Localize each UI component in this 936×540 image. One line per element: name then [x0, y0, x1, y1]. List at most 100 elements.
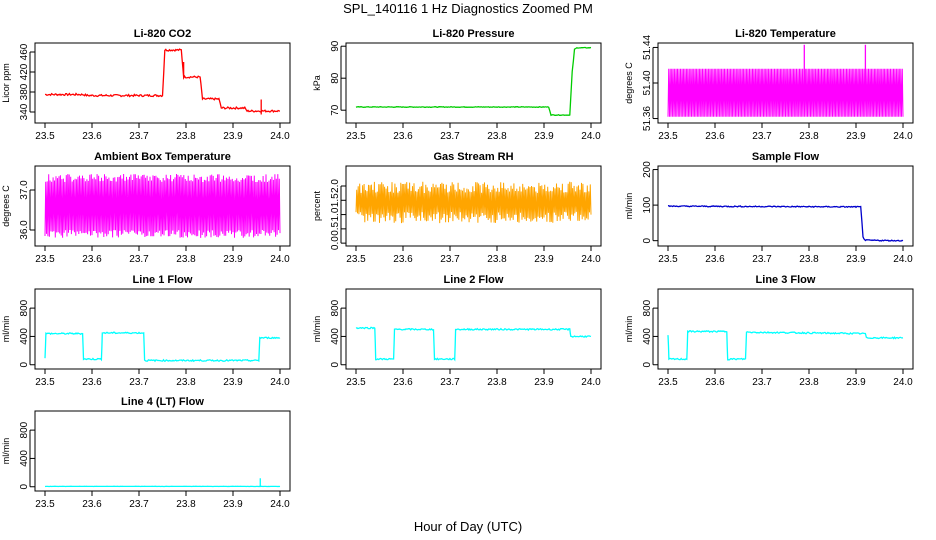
y-axis-label: ml/min	[312, 316, 322, 343]
x-tick-label: 23.8	[487, 377, 507, 388]
y-tick-label: 340	[19, 103, 30, 120]
panel-title: Line 3 Flow	[756, 274, 816, 286]
plot-frame	[345, 288, 602, 370]
figure-title: SPL_140116 1 Hz Diagnostics Zoomed PM	[343, 1, 593, 16]
x-tick-label: 23.9	[534, 377, 554, 388]
series-line-1	[355, 46, 592, 117]
y-tick-label: 420	[19, 63, 30, 80]
y-tick-label: 460	[19, 43, 30, 60]
panel-4: Ambient Box Temperature 23.5 23.6 23.7 23.8 2…	[1, 151, 291, 265]
panel-title: Ambient Box Temperature	[94, 151, 231, 163]
series-line	[667, 68, 904, 117]
x-tick-label: 23.9	[223, 254, 243, 265]
x-tick-label: 24.0	[270, 254, 290, 265]
x-tick-label: 23.9	[223, 131, 243, 142]
x-tick-label: 23.6	[393, 131, 413, 142]
x-tick-label: 23.6	[705, 131, 725, 142]
x-tick-label: 24.0	[581, 131, 601, 142]
x-tick-label: 23.5	[346, 254, 366, 265]
x-tick-label: 23.6	[705, 254, 725, 265]
panel-9: Line 3 Flow 23.5 23.6 23.7 23.8 23.9 24.0 0 400 8…	[624, 274, 914, 388]
panel-title: Sample Flow	[752, 151, 820, 163]
y-tick-label: 800	[330, 299, 341, 316]
y-tick-label: 0	[19, 484, 30, 490]
y-tick-label: 100	[642, 196, 653, 213]
plot-frame	[657, 288, 914, 370]
x-tick-label: 23.8	[176, 131, 196, 142]
x-tick-label: 24.0	[893, 131, 913, 142]
y-tick-label: 200	[642, 161, 653, 178]
y-tick-label: 800	[642, 299, 653, 316]
y-tick-label: 37.0	[19, 180, 30, 200]
panel-title: Line 4 (LT) Flow	[121, 396, 204, 408]
x-tick-label: 23.7	[129, 499, 149, 510]
x-tick-label: 23.6	[82, 377, 102, 388]
x-tick-label: 23.8	[799, 131, 819, 142]
y-tick-label: 51.36	[642, 106, 653, 131]
x-tick-label: 23.7	[440, 254, 460, 265]
x-tick-label: 23.7	[440, 131, 460, 142]
x-tick-label: 23.8	[799, 377, 819, 388]
y-tick-label: 800	[19, 299, 30, 316]
x-tick-label: 23.5	[35, 254, 55, 265]
y-tick-label: 380	[19, 83, 30, 100]
x-tick-label: 23.6	[705, 377, 725, 388]
y-tick-label: 1.0	[330, 207, 341, 221]
x-tick-label: 24.0	[270, 499, 290, 510]
x-tick-label: 23.7	[129, 377, 149, 388]
panel-7: Line 1 Flow 23.5 23.6 23.7 23.8 23.9 24.0 0 400 8…	[1, 274, 291, 388]
x-tick-label: 23.5	[35, 131, 55, 142]
series-line-1	[667, 329, 904, 361]
panel-grid: Li-820 CO2 23.5 23.6 23.7 23.8 23.9 24.0 340 380…	[1, 28, 914, 510]
plot-frame	[34, 288, 291, 370]
x-tick-label: 23.9	[534, 131, 554, 142]
series-line-1	[44, 331, 281, 363]
series-line	[44, 173, 281, 238]
y-axis-label: ml/min	[1, 316, 11, 343]
x-tick-label: 23.7	[752, 254, 772, 265]
series-line-1	[355, 326, 592, 362]
x-tick-label: 23.8	[176, 254, 196, 265]
panel-1: Li-820 CO2 23.5 23.6 23.7 23.8 23.9 24.0 340 380…	[1, 28, 291, 142]
panel-title: Li-820 CO2	[134, 28, 191, 40]
x-tick-label: 23.6	[393, 254, 413, 265]
plot-frame	[345, 42, 602, 124]
y-tick-label: 400	[330, 328, 341, 345]
panel-5: Gas Stream RH 23.5 23.6 23.7 23.8 23.9 24.0 0.0…	[312, 151, 602, 265]
x-tick-label: 23.9	[223, 377, 243, 388]
y-tick-label: 0	[642, 237, 653, 243]
y-tick-label: 2.0	[330, 179, 341, 193]
x-tick-label: 23.5	[35, 499, 55, 510]
y-tick-label: 1.5	[330, 193, 341, 207]
x-tick-label: 23.6	[393, 377, 413, 388]
x-tick-label: 23.7	[752, 131, 772, 142]
y-tick-label: 800	[19, 421, 30, 438]
panel-title: Line 2 Flow	[444, 274, 504, 286]
x-tick-label: 23.6	[82, 499, 102, 510]
x-tick-label: 23.5	[658, 131, 678, 142]
plot-frame	[345, 165, 602, 247]
panel-2: Li-820 Pressure 23.5 23.6 23.7 23.8 23.9 24.0 7…	[312, 28, 602, 142]
y-axis-label: degrees C	[1, 185, 11, 227]
x-tick-label: 24.0	[270, 377, 290, 388]
y-tick-label: 51.40	[642, 70, 653, 95]
x-tick-label: 23.8	[176, 499, 196, 510]
y-tick-label: 90	[330, 40, 341, 52]
y-tick-label: 70	[330, 104, 341, 116]
y-axis-label: ml/min	[624, 193, 634, 220]
series-line-1	[667, 205, 904, 242]
y-tick-label: 51.44	[642, 34, 653, 59]
y-axis-label: percent	[312, 190, 322, 221]
x-tick-label: 23.5	[346, 131, 366, 142]
x-tick-label: 23.9	[846, 131, 866, 142]
panel-title: Line 1 Flow	[133, 274, 193, 286]
x-tick-label: 23.8	[487, 254, 507, 265]
x-tick-label: 23.9	[846, 377, 866, 388]
x-tick-label: 23.9	[223, 499, 243, 510]
x-tick-label: 23.8	[487, 131, 507, 142]
panel-title: Li-820 Temperature	[735, 28, 836, 40]
x-tick-label: 23.9	[534, 254, 554, 265]
panel-title: Gas Stream RH	[433, 151, 513, 163]
plot-frame	[657, 165, 914, 247]
